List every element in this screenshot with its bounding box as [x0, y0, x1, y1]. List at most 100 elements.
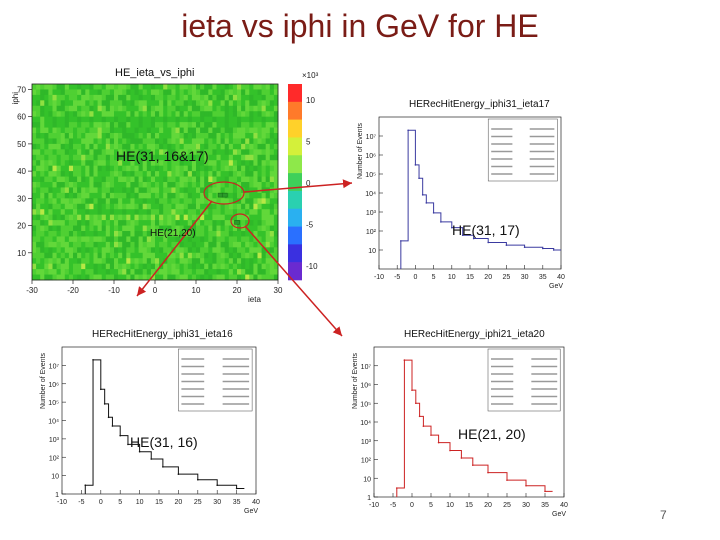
- heatmap-cell: [167, 247, 172, 254]
- heatmap-cell: [89, 89, 94, 96]
- heatmap-cell: [163, 84, 168, 90]
- heatmap-cell: [150, 133, 156, 139]
- heatmap-cell: [36, 143, 41, 150]
- heatmap-cell: [36, 94, 41, 101]
- heatmap-cell: [32, 214, 37, 221]
- heatmap-cell: [249, 171, 254, 177]
- heatmap-cell: [265, 100, 271, 107]
- heatmap-cell: [77, 198, 82, 205]
- heatmap-cell: [134, 138, 139, 145]
- heatmap-cell: [93, 133, 98, 139]
- heatmap-cell: [44, 100, 49, 107]
- heatmap-cell: [249, 258, 254, 264]
- heatmap-cell: [212, 105, 217, 112]
- heatmap-cell: [155, 209, 160, 215]
- heatmap-cell: [241, 203, 246, 210]
- heatmap-cell: [257, 192, 262, 199]
- heatmap-cell: [265, 214, 271, 221]
- heatmap-cell: [52, 203, 57, 210]
- heatmap-cell: [245, 192, 250, 199]
- heatmap-cell: [68, 176, 74, 183]
- heatmap-cell: [89, 105, 94, 112]
- heatmap-cell: [257, 111, 262, 117]
- heatmap-cell: [216, 258, 221, 264]
- heatmap-cell: [216, 214, 221, 221]
- histogram-point-iphi31-ieta17: [414, 164, 417, 166]
- heatmap-cell: [122, 122, 127, 128]
- heatmap-cell: [175, 116, 180, 123]
- heatmap-cell: [175, 165, 180, 172]
- heatmap-cell: [208, 263, 213, 270]
- heatmap-cell: [32, 198, 37, 205]
- heatmap-cell: [142, 231, 148, 237]
- heatmap-cell: [204, 127, 209, 134]
- heatmap-cell: [208, 236, 213, 243]
- heatmap-cell: [175, 241, 180, 248]
- histogram-point-iphi31-ieta16: [119, 434, 121, 437]
- heatmap-cell: [68, 105, 74, 112]
- heatmap-cell: [105, 274, 111, 281]
- heatmap-cell: [257, 154, 262, 161]
- heatmap-cell: [216, 225, 221, 232]
- heatmap-cell: [179, 127, 184, 134]
- heatmap-cell: [224, 187, 230, 194]
- heatmap-cell: [134, 84, 139, 90]
- heatmap-cell: [77, 214, 82, 221]
- heatmap-cell: [208, 220, 213, 226]
- heatmap-cell: [253, 176, 258, 183]
- heatmap-cell: [109, 171, 115, 177]
- heatmap-cell: [52, 116, 57, 123]
- heatmap-cell: [56, 89, 61, 96]
- heatmap-cell: [122, 143, 127, 150]
- heatmap-cell: [134, 182, 139, 188]
- heatmap-cell: [97, 154, 102, 161]
- heatmap-cell: [212, 274, 217, 281]
- heatmap-cell: [155, 241, 160, 248]
- heatmap-cell: [269, 138, 275, 145]
- heatmap-cell: [134, 187, 139, 194]
- heatmap-cell: [73, 154, 78, 161]
- heatmap-cell: [97, 192, 102, 199]
- heatmap-cell: [32, 165, 37, 172]
- heatmap-cell: [208, 116, 213, 123]
- heatmap-cell: [273, 143, 279, 150]
- heatmap-cell: [224, 176, 230, 183]
- heatmap-cell: [56, 116, 61, 123]
- histogram-point-iphi21-ieta20: [396, 487, 398, 489]
- heatmap-cell: [138, 269, 143, 275]
- heatmap-cell: [171, 84, 176, 90]
- heatmap-cell: [56, 258, 61, 264]
- heatmap-cell: [89, 247, 94, 254]
- heatmap-cell: [142, 187, 148, 194]
- heatmap-cell: [68, 89, 74, 96]
- histogram-y-tick-label: 10⁶: [48, 382, 59, 389]
- heatmap-cell: [253, 84, 258, 90]
- heatmap-cell: [150, 225, 156, 232]
- heatmap-cell: [32, 274, 37, 281]
- heatmap-cell: [52, 192, 57, 199]
- heatmap-cell: [130, 241, 135, 248]
- heatmap-cell: [232, 203, 238, 210]
- heatmap-cell: [105, 138, 111, 145]
- heatmap-cell: [48, 209, 53, 215]
- heatmap-cell: [159, 116, 164, 123]
- heatmap-cell: [179, 236, 184, 243]
- stats-box-iphi21-ieta20: [487, 348, 561, 412]
- heatmap-cell: [105, 231, 111, 237]
- heatmap-cell: [163, 209, 168, 215]
- heatmap-cell: [134, 154, 139, 161]
- heatmap-cell: [253, 203, 258, 210]
- heatmap-cell: [204, 105, 209, 112]
- heatmap-cell: [269, 198, 275, 205]
- heatmap-cell: [163, 241, 168, 248]
- heatmap-cell: [245, 138, 250, 145]
- heatmap-cell: [191, 198, 197, 205]
- heatmap-cell: [241, 165, 246, 172]
- heatmap-cell: [208, 187, 213, 194]
- heatmap-cell: [155, 127, 160, 134]
- histogram-point-iphi31-ieta16: [138, 450, 141, 453]
- heatmap-cell: [249, 231, 254, 237]
- heatmap-cell: [93, 127, 98, 134]
- heatmap-cell: [269, 182, 275, 188]
- heatmap-cell: [216, 154, 221, 161]
